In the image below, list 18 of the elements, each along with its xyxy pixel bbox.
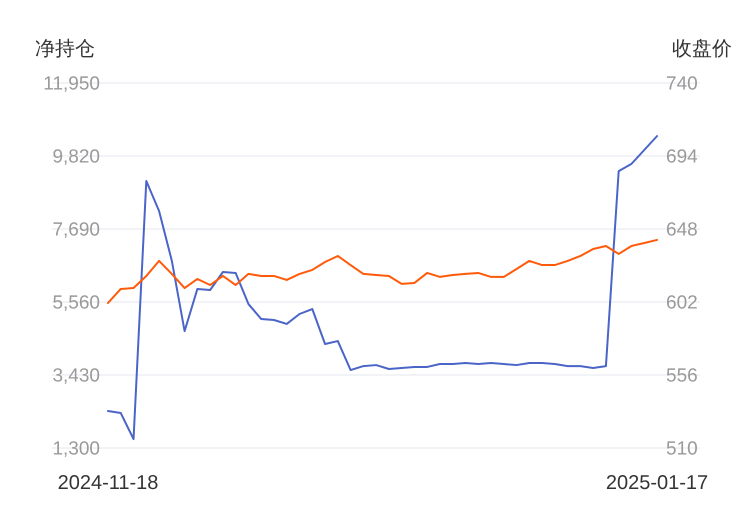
y2-tick-label: 602	[666, 292, 698, 314]
line-series	[107, 135, 658, 440]
x-tick-label: 2024-11-18	[58, 472, 158, 494]
y-tick-label: 11,950	[43, 74, 100, 95]
line-series	[107, 238, 658, 304]
y2-tick-label: 510	[666, 438, 698, 460]
y-tick-label: 5,560	[52, 292, 100, 314]
y-tick-label: 7,690	[52, 220, 100, 241]
y2-tick-label: 740	[666, 74, 698, 95]
y-axis-title: 净持仓	[35, 38, 95, 60]
y-tick-label: 9,820	[52, 146, 100, 168]
y-tick-label: 3,430	[52, 366, 100, 387]
y2-tick-label: 694	[666, 146, 698, 168]
y2-axis-title: 收盘价	[672, 38, 732, 60]
y2-tick-label: 556	[666, 366, 698, 387]
y-tick-label: 1,300	[52, 438, 100, 460]
x-tick-label: 2025-01-17	[606, 472, 708, 494]
y2-tick-label: 648	[666, 220, 698, 241]
